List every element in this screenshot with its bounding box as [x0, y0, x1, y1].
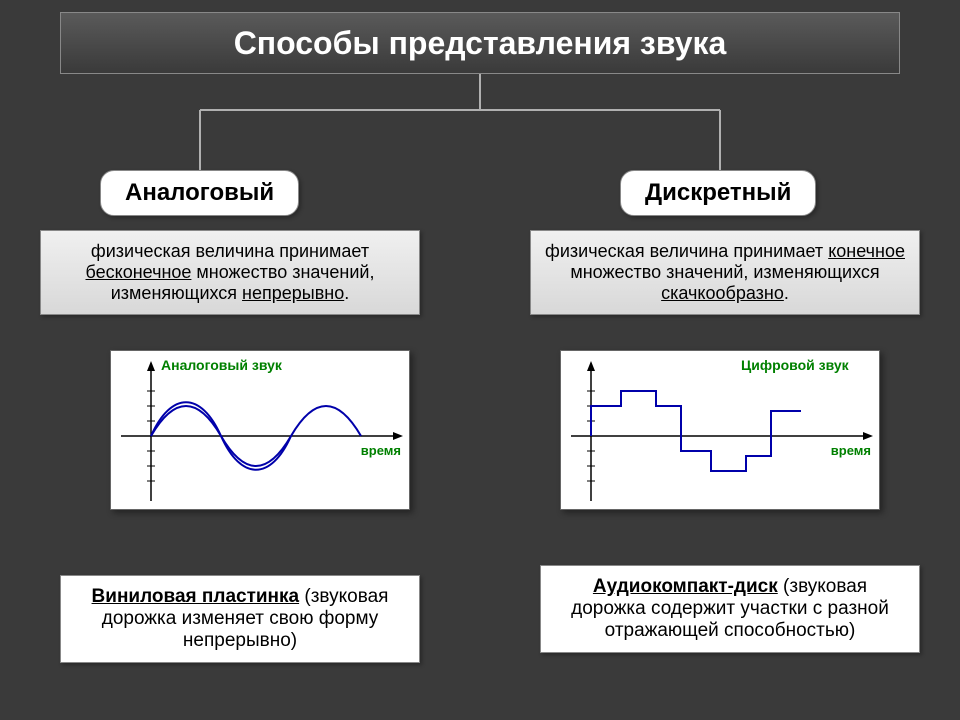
- discrete-axis-label: время: [831, 443, 871, 458]
- analog-graph: Аналоговый звук время: [110, 350, 410, 510]
- main-title-text: Способы представления звука: [234, 25, 727, 62]
- discrete-label-text: Дискретный: [645, 179, 791, 206]
- discrete-graph-title: Цифровой звук: [741, 357, 849, 373]
- discrete-description: физическая величина принимает конечное м…: [530, 230, 920, 315]
- main-title: Способы представления звука: [60, 12, 900, 74]
- analog-description: физическая величина принимает бесконечно…: [40, 230, 420, 315]
- discrete-wave-svg: [561, 351, 881, 511]
- analog-graph-title: Аналоговый звук: [161, 357, 282, 373]
- discrete-graph: Цифровой звук время: [560, 350, 880, 510]
- analog-wave-svg: [111, 351, 411, 511]
- discrete-label: Дискретный: [620, 170, 816, 216]
- analog-label: Аналоговый: [100, 170, 299, 216]
- analog-axis-label: время: [361, 443, 401, 458]
- discrete-example: Аудиокомпакт-диск (звуковая дорожка соде…: [540, 565, 920, 653]
- analog-example: Виниловая пластинка (звуковая дорожка из…: [60, 575, 420, 663]
- analog-label-text: Аналоговый: [125, 179, 274, 206]
